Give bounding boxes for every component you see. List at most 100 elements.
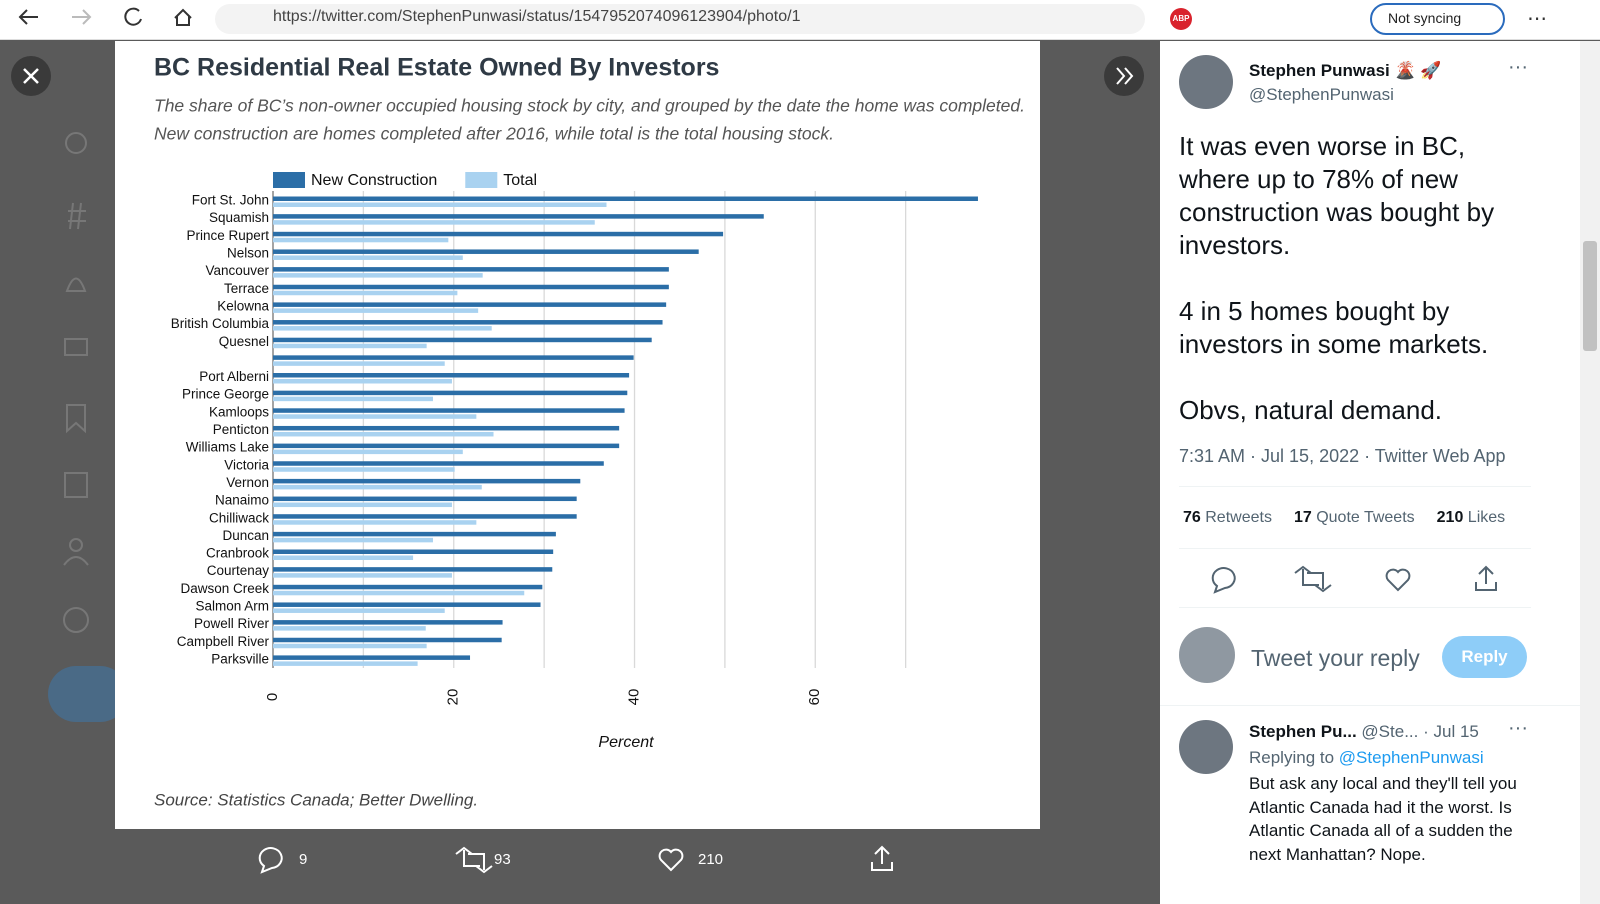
- y-tick-label: Nelson: [227, 246, 269, 261]
- bar: [273, 302, 667, 307]
- retweet-count: 93: [494, 851, 511, 868]
- stat-label: Retweets: [1205, 509, 1272, 526]
- y-tick-label: Powell River: [194, 616, 270, 631]
- like-icon[interactable]: [1385, 568, 1411, 592]
- bar: [273, 643, 427, 649]
- bar: [273, 549, 554, 554]
- bar: [273, 661, 418, 666]
- y-tick-label: Vernon: [226, 475, 269, 490]
- y-tick-label: Quesnel: [219, 334, 269, 349]
- bar: [273, 361, 445, 366]
- bar: [273, 584, 543, 590]
- tweet-panel: [1160, 41, 1600, 904]
- bar: [273, 249, 699, 254]
- x-tick-label: 20: [445, 689, 462, 706]
- bar: [273, 602, 541, 607]
- bar: [273, 555, 414, 560]
- reply-name[interactable]: Stephen Pu...: [1249, 722, 1357, 741]
- y-tick-label: Squamish: [209, 210, 269, 225]
- reply-count: 9: [299, 851, 308, 868]
- y-tick-label: Terrace: [224, 281, 269, 296]
- forward-icon[interactable]: [72, 9, 92, 25]
- bar: [273, 520, 477, 525]
- stat[interactable]: 210 Likes: [1437, 509, 1506, 526]
- reply-author-avatar[interactable]: [1179, 720, 1233, 774]
- more-icon[interactable]: ···: [1508, 56, 1528, 78]
- tweet-button[interactable]: [48, 666, 115, 722]
- y-tick-label: Dawson Creek: [180, 581, 269, 596]
- bar: [273, 355, 634, 360]
- like-icon[interactable]: [658, 848, 684, 872]
- reply-avatar: [1179, 627, 1235, 683]
- divider: [1179, 607, 1531, 608]
- reply-icon[interactable]: [258, 847, 283, 874]
- expand-control: [1104, 56, 1144, 96]
- tweet-actions: [1211, 565, 1497, 594]
- bar: [273, 326, 492, 331]
- adblock-icon[interactable]: ABP: [1170, 8, 1192, 30]
- menu-icon[interactable]: ⋯: [1527, 8, 1547, 30]
- bar: [273, 626, 426, 631]
- legend-label: Total: [503, 172, 537, 189]
- share-icon[interactable]: [1475, 565, 1497, 591]
- stat-count: 76: [1183, 509, 1201, 526]
- reply-icon[interactable]: [1211, 567, 1236, 594]
- scroll-thumb[interactable]: [1583, 241, 1597, 351]
- bar: [273, 337, 652, 343]
- y-tick-label: Williams Lake: [186, 440, 269, 455]
- reply-input[interactable]: Tweet your reply: [1251, 645, 1420, 671]
- media-action-icons: [258, 845, 893, 874]
- more-icon[interactable]: ···: [1508, 717, 1528, 739]
- bar: [273, 514, 577, 519]
- retweet-icon[interactable]: [455, 846, 493, 874]
- x-tick-label: 60: [806, 689, 823, 706]
- close-icon: [23, 68, 39, 84]
- stat[interactable]: 17 Quote Tweets: [1294, 509, 1415, 526]
- scrollbar: [1580, 41, 1600, 904]
- back-icon[interactable]: [18, 9, 38, 25]
- y-tick-label: Duncan: [222, 528, 269, 543]
- y-tick-label: British Columbia: [171, 316, 270, 331]
- bar: [273, 608, 445, 613]
- bar: [273, 214, 764, 219]
- bar: [273, 396, 433, 402]
- avatar[interactable]: [1179, 55, 1233, 109]
- reply-button[interactable]: Reply: [1442, 636, 1527, 678]
- y-tick-label: Courtenay: [207, 563, 270, 578]
- author-name[interactable]: Stephen Punwasi 🌋 🚀: [1249, 61, 1442, 81]
- bar: [273, 590, 525, 596]
- sync-button[interactable]: [1370, 3, 1505, 35]
- y-tick-label: Prince George: [182, 387, 269, 402]
- reply-text: But ask any local and they'll tell you A…: [1249, 774, 1517, 864]
- y-tick-label: Salmon Arm: [195, 599, 269, 614]
- reply-date[interactable]: · Jul 15: [1423, 722, 1479, 741]
- bar: [273, 343, 427, 349]
- tweet-stats: 76 Retweets 17 Quote Tweets 210 Likes: [1183, 509, 1527, 527]
- y-tick-label: Chilliwack: [209, 510, 269, 525]
- stat[interactable]: 76 Retweets: [1183, 509, 1272, 526]
- chart-title: BC Residential Real Estate Owned By Inve…: [154, 54, 719, 82]
- replying-handle[interactable]: @StephenPunwasi: [1338, 748, 1484, 767]
- legend-swatch: [465, 172, 498, 188]
- bar: [273, 573, 452, 578]
- bar: [273, 379, 452, 384]
- stat-label: Likes: [1467, 509, 1506, 526]
- nav-icons: [18, 7, 192, 26]
- bar: [273, 467, 455, 472]
- timestamp[interactable]: 7:31 AM · Jul 15, 2022 · Twitter Web App: [1179, 446, 1506, 466]
- bar: [273, 496, 577, 502]
- author-handle[interactable]: @StephenPunwasi: [1249, 85, 1394, 104]
- bar: [273, 414, 477, 419]
- y-tick-label: Vancouver: [205, 263, 269, 278]
- y-tick-label: Fort St. John: [192, 193, 269, 208]
- share-icon[interactable]: [871, 845, 893, 871]
- url: https://twitter.com/StephenPunwasi/statu…: [273, 8, 801, 25]
- nav-items: [63, 132, 89, 633]
- reload-icon[interactable]: [124, 7, 142, 26]
- tweet-text: It was even worse in BC, where up to 78%…: [1179, 130, 1539, 460]
- home-icon[interactable]: [174, 8, 192, 26]
- bar: [273, 390, 628, 396]
- retweet-icon[interactable]: [1294, 565, 1332, 593]
- address-bar[interactable]: [215, 4, 1145, 34]
- reply-handle[interactable]: @Ste...: [1361, 722, 1419, 741]
